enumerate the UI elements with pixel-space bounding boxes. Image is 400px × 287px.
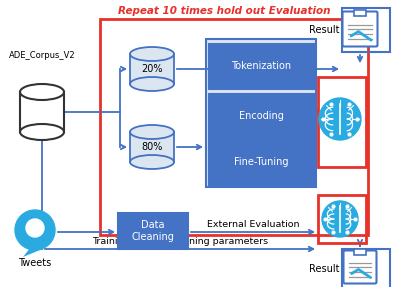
- Bar: [208, 93, 314, 139]
- Polygon shape: [23, 248, 40, 257]
- Text: Data
Cleaning: Data Cleaning: [132, 220, 174, 242]
- Text: Repeat 10 times hold out Evaluation: Repeat 10 times hold out Evaluation: [118, 6, 330, 16]
- Text: Tweets: Tweets: [18, 258, 52, 268]
- Text: Result: Result: [310, 264, 340, 274]
- Bar: [354, 249, 366, 255]
- Bar: [208, 43, 314, 89]
- Circle shape: [15, 210, 55, 250]
- Bar: [208, 139, 314, 185]
- Ellipse shape: [20, 84, 64, 100]
- FancyBboxPatch shape: [344, 251, 376, 284]
- Ellipse shape: [130, 77, 174, 91]
- Ellipse shape: [130, 125, 174, 139]
- FancyBboxPatch shape: [342, 11, 378, 46]
- Text: 80%: 80%: [141, 142, 163, 152]
- FancyBboxPatch shape: [130, 132, 174, 162]
- Ellipse shape: [130, 155, 174, 169]
- Bar: [318, 195, 366, 243]
- Text: Training with best tuning parameters: Training with best tuning parameters: [92, 237, 268, 246]
- FancyBboxPatch shape: [20, 92, 64, 132]
- Bar: [318, 77, 366, 167]
- Ellipse shape: [20, 124, 64, 140]
- Bar: [354, 10, 366, 16]
- Bar: [100, 19, 368, 235]
- Circle shape: [319, 98, 361, 140]
- FancyBboxPatch shape: [130, 54, 174, 84]
- Bar: [118, 213, 188, 249]
- Text: 20%: 20%: [141, 64, 163, 74]
- Bar: [206, 39, 316, 187]
- Bar: [342, 249, 390, 287]
- Text: Repeat 5 times
Tuning parameters: Repeat 5 times Tuning parameters: [228, 97, 313, 117]
- Polygon shape: [27, 224, 43, 230]
- Circle shape: [26, 219, 44, 237]
- Text: Result: Result: [310, 25, 340, 35]
- Text: External Evaluation: External Evaluation: [207, 220, 299, 229]
- Circle shape: [322, 201, 358, 237]
- Bar: [342, 8, 390, 52]
- Text: Encoding: Encoding: [238, 111, 284, 121]
- Text: Fine-Tuning: Fine-Tuning: [234, 157, 288, 167]
- Text: ADE_Corpus_V2: ADE_Corpus_V2: [9, 51, 75, 60]
- Text: Tokenization: Tokenization: [231, 61, 291, 71]
- Ellipse shape: [130, 47, 174, 61]
